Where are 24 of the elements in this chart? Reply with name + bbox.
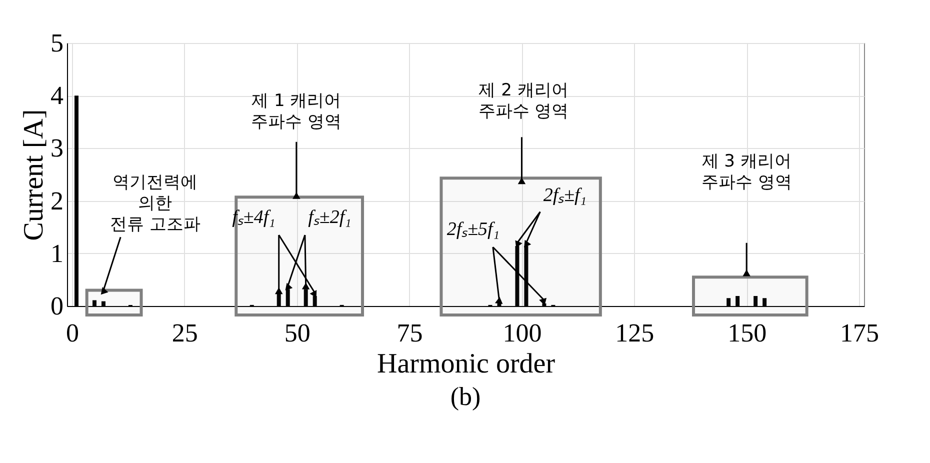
y-tick-label: 0 (50, 292, 64, 320)
annotation: fₛ±4f₁ (232, 207, 276, 228)
x-tick-label: 100 (502, 318, 542, 348)
x-tick-label: 50 (284, 318, 310, 348)
x-tick-label: 150 (728, 318, 767, 348)
x-tick-label: 75 (396, 318, 423, 348)
y-axis-title: Current [A] (18, 109, 50, 241)
text: (b) (450, 382, 481, 411)
y-tick-label: 5 (50, 28, 64, 58)
annotation: 역기전력에 의한 전류 고조파 (110, 172, 200, 234)
x-axis-title: Harmonic order (376, 348, 556, 380)
x-tick-label: 25 (172, 318, 198, 348)
y-tick-label: 1 (50, 238, 64, 268)
annotation: 2fₛ±f₁ (543, 185, 586, 206)
annotation: 2fₛ±5f₁ (446, 219, 500, 240)
annotation: 제 1 캐리어 주파수 영역 (251, 90, 342, 132)
annotation: 제 3 캐리어 주파수 영역 (701, 151, 792, 192)
annotation: 제 2 캐리어 주파수 영역 (478, 80, 569, 122)
y-tick-label: 4 (50, 81, 64, 110)
x-tick-label: 175 (840, 318, 879, 348)
y-tick-label: 2 (50, 186, 64, 216)
x-tick-label: 125 (615, 318, 654, 348)
y-tick-label: 3 (50, 134, 64, 163)
annotation: fₛ±2f₁ (308, 207, 352, 228)
